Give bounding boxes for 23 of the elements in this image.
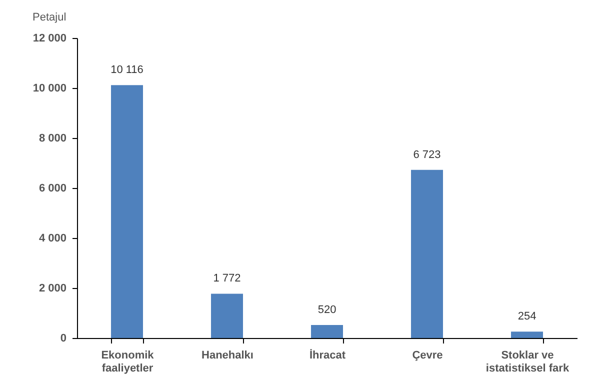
bar bbox=[111, 85, 143, 338]
data-label: 10 116 bbox=[110, 64, 144, 76]
x-tick-label: Stoklar ve istatistiksel fark bbox=[486, 350, 570, 374]
y-tick-label: 0 bbox=[60, 332, 66, 344]
x-tick-label: Hanehalkı bbox=[202, 350, 254, 362]
data-label: 520 bbox=[318, 304, 336, 316]
bar bbox=[311, 325, 343, 338]
bar bbox=[411, 170, 443, 338]
y-tick-label: 6 000 bbox=[38, 182, 66, 194]
bar bbox=[211, 294, 243, 338]
bar bbox=[511, 332, 543, 338]
y-axis-title: Petajul bbox=[32, 12, 66, 24]
x-tick-label: Çevre bbox=[412, 350, 443, 362]
y-tick-label: 12 000 bbox=[32, 32, 66, 44]
y-tick-label: 8 000 bbox=[38, 132, 66, 144]
data-label: 1 772 bbox=[213, 272, 241, 285]
x-tick-label: İhracat bbox=[309, 348, 346, 362]
y-tick-label: 4 000 bbox=[38, 232, 66, 244]
x-tick-label: Ekonomik faaliyetler bbox=[101, 350, 155, 374]
data-label: 6 723 bbox=[413, 148, 441, 161]
y-tick-label: 10 000 bbox=[32, 82, 66, 94]
data-label: 254 bbox=[518, 310, 536, 323]
y-tick-label: 2 000 bbox=[38, 282, 66, 294]
